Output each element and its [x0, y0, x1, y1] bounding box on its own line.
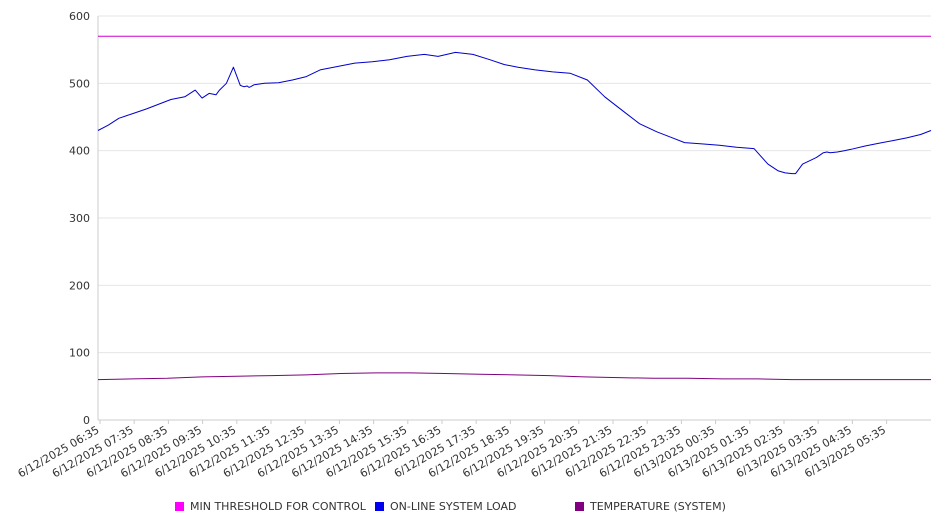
- y-tick-label: 0: [83, 414, 90, 427]
- legend-item-temperature[interactable]: TEMPERATURE (SYSTEM): [575, 498, 726, 514]
- series-line-temperature-system: [97, 372, 931, 381]
- legend-swatch-threshold: [175, 501, 184, 511]
- legend-swatch-temperature: [575, 501, 584, 511]
- y-tick-label: 400: [69, 145, 90, 158]
- legend-label-system-load: ON-LINE SYSTEM LOAD: [390, 499, 517, 513]
- y-tick-label: 300: [69, 212, 90, 225]
- series-line-on-line-system-load: [97, 51, 932, 175]
- y-tick-label: 100: [69, 347, 90, 360]
- y-tick-label: 500: [69, 77, 90, 90]
- y-tick-label: 600: [69, 10, 90, 23]
- y-axis-ticks: 0 100 200 300 400 500 600: [69, 10, 90, 427]
- gridlines: [98, 15, 931, 354]
- legend: MIN THRESHOLD FOR CONTROL ON-LINE SYSTEM…: [0, 498, 946, 514]
- legend-item-threshold[interactable]: MIN THRESHOLD FOR CONTROL: [175, 498, 366, 514]
- legend-item-system-load[interactable]: ON-LINE SYSTEM LOAD: [375, 498, 516, 514]
- legend-label-threshold: MIN THRESHOLD FOR CONTROL: [190, 499, 366, 513]
- legend-swatch-system-load: [375, 501, 384, 511]
- series-lines: [97, 35, 932, 381]
- legend-label-temperature: TEMPERATURE (SYSTEM): [590, 499, 726, 513]
- y-tick-label: 200: [69, 279, 90, 292]
- x-axis-ticks: 6/12/2025 06:356/12/2025 07:356/12/2025 …: [16, 420, 888, 480]
